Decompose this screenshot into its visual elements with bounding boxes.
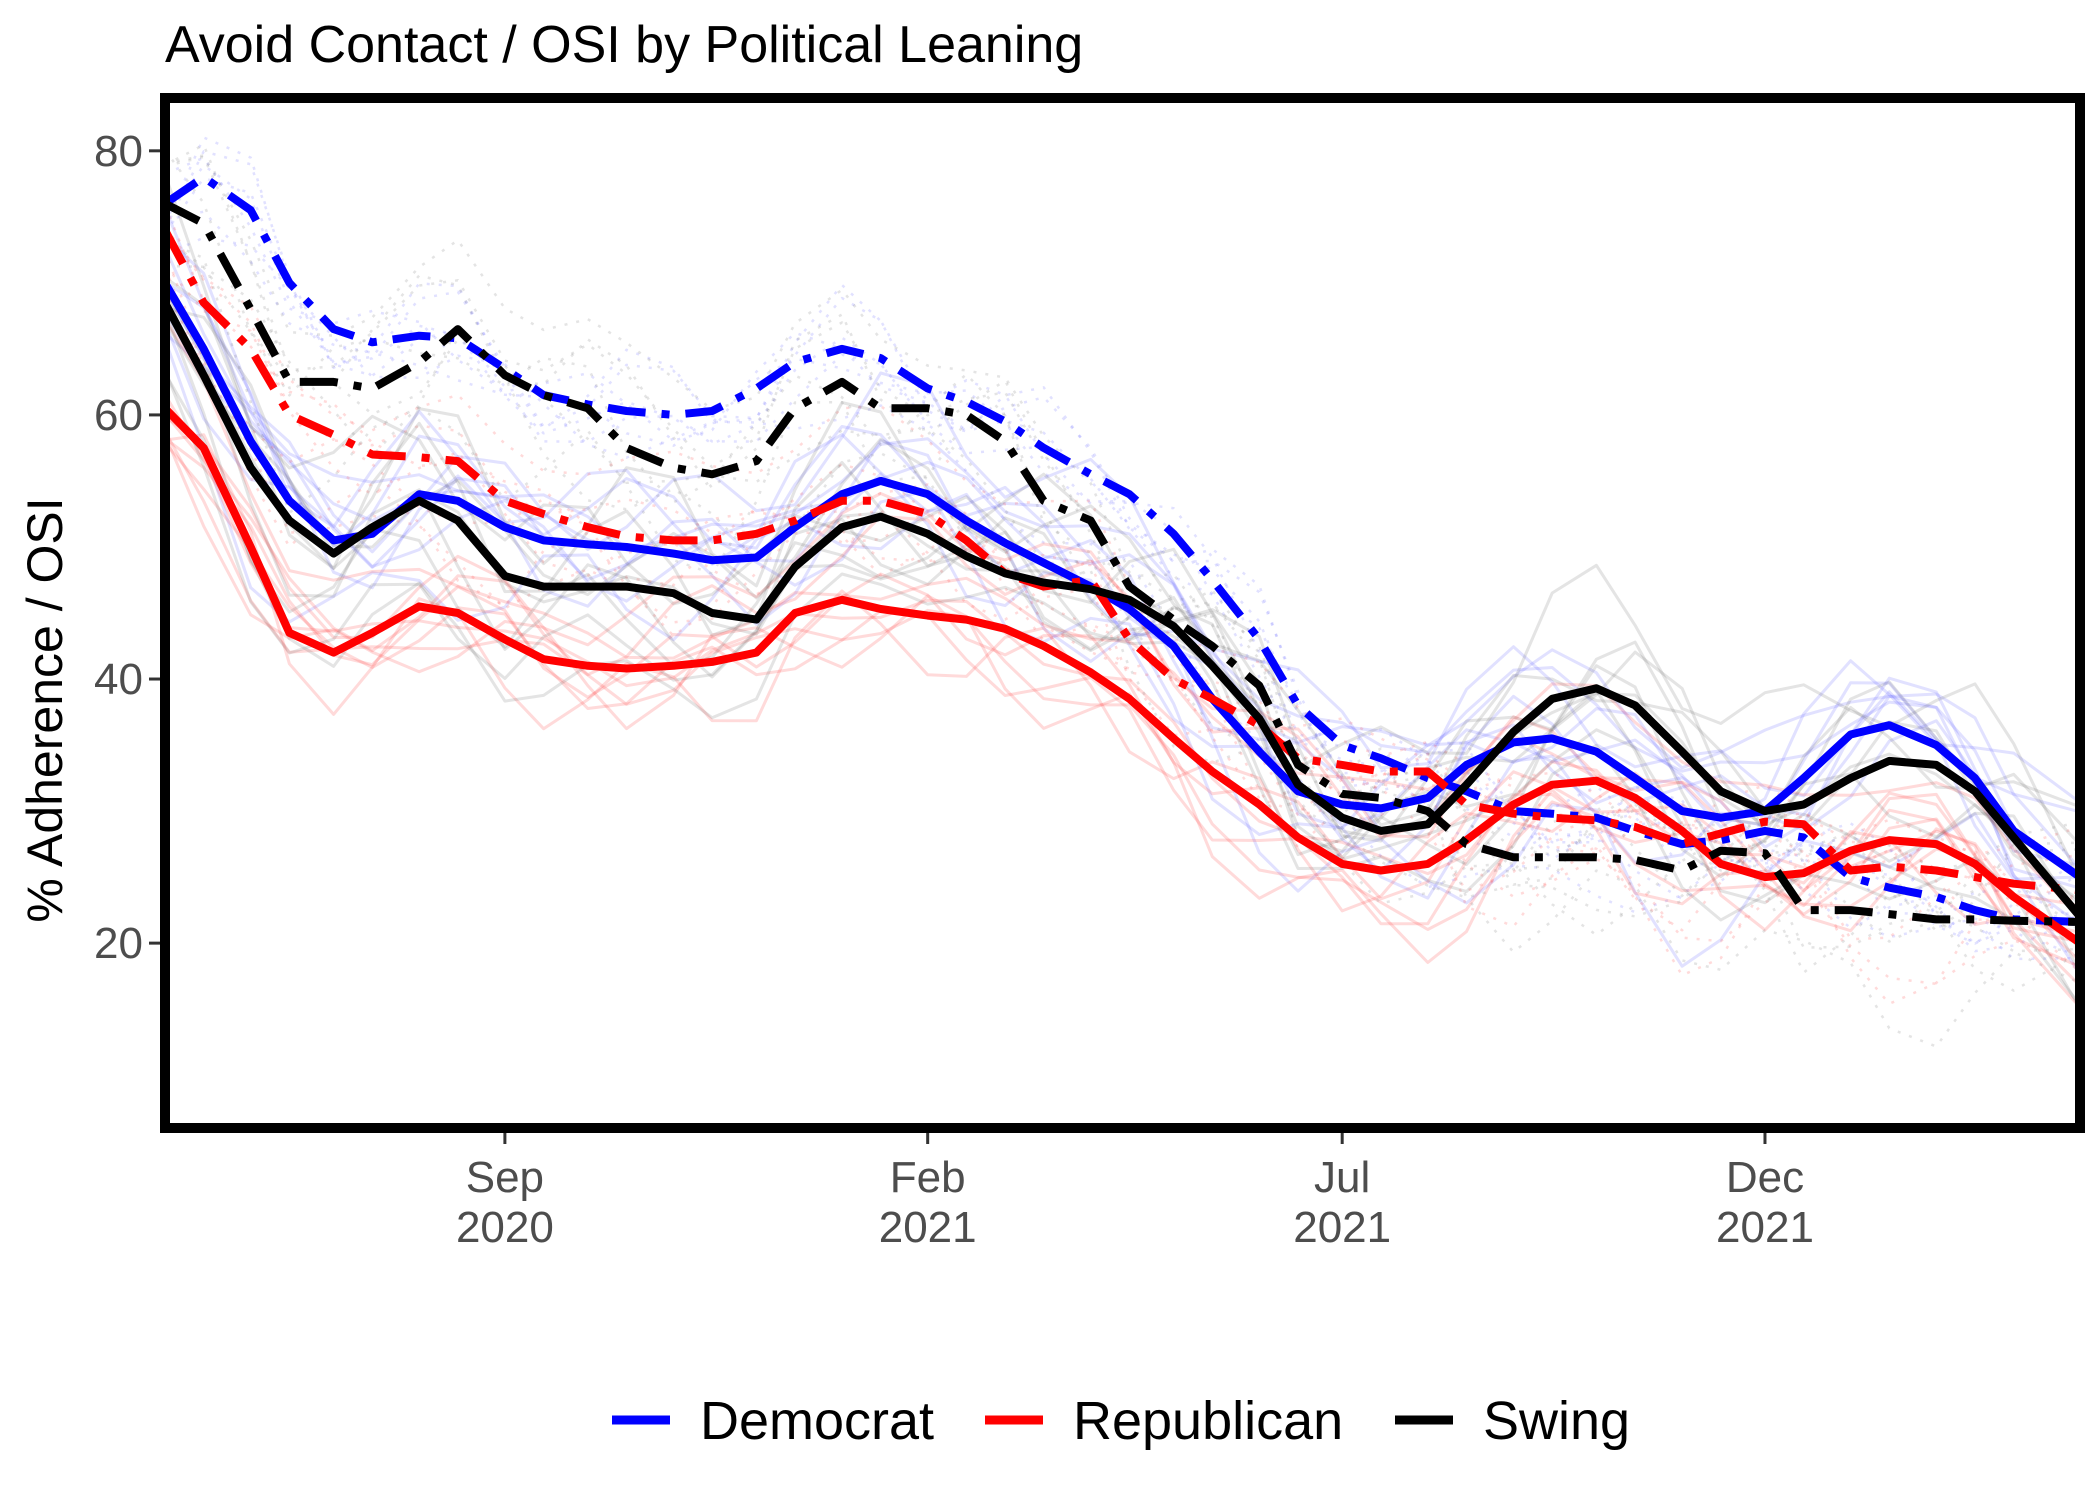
background-state-line: [165, 155, 2080, 912]
x-tick-label: Dec 2021: [1716, 1153, 1814, 1252]
background-state-line: [165, 437, 2080, 944]
background-state-line: [165, 149, 2080, 943]
y-axis-label: % Adherence / OSI: [17, 497, 73, 922]
legend-label-democrat: Democrat: [700, 1391, 934, 1451]
background-state-line: [165, 239, 2080, 1048]
plot-frame: [160, 93, 2085, 1133]
background-state-line: [165, 306, 2080, 843]
legend: Democrat Republican Swing: [612, 1391, 1630, 1451]
series-line-swing-osi: [165, 200, 2080, 926]
legend-label-republican: Republican: [1073, 1391, 1343, 1451]
series-lines: [165, 173, 2080, 947]
background-state-line: [165, 164, 2080, 945]
background-state-line: [165, 433, 2080, 934]
background-state-line: [165, 143, 2080, 932]
background-state-line: [165, 206, 2080, 870]
background-state-line: [165, 248, 2080, 949]
background-state-line: [165, 415, 2080, 908]
background-state-line: [165, 309, 2080, 890]
background-state-line: [165, 176, 2080, 953]
x-tick-label: Sep 2020: [456, 1153, 554, 1252]
background-state-line: [165, 230, 2080, 881]
background-state-line: [165, 369, 2080, 1010]
background-state-line: [165, 280, 2080, 827]
y-tick-label: 20: [94, 919, 143, 968]
legend-label-swing: Swing: [1483, 1391, 1630, 1451]
background-state-line: [165, 154, 2080, 871]
background-state-line: [165, 236, 2080, 961]
background-state-line: [165, 320, 2080, 902]
series-line-republican-avoid-contact: [165, 405, 2080, 947]
background-state-line: [165, 237, 2080, 953]
background-state-line: [165, 338, 2080, 976]
background-state-line: [165, 288, 2080, 986]
background-state-line: [165, 430, 2080, 987]
y-tick-label: 60: [94, 391, 143, 440]
y-axis: 20 40 60 80: [94, 127, 160, 968]
background-state-line: [165, 226, 2080, 856]
background-state-lines: [165, 136, 2080, 1048]
background-state-line: [165, 288, 2080, 867]
x-axis: Sep 2020 Feb 2021 Jul 2021 Dec 2021: [456, 1133, 1814, 1252]
series-line-republican-osi: [165, 228, 2080, 895]
background-state-line: [165, 156, 2080, 923]
background-state-line: [165, 318, 2080, 919]
x-tick-label: Feb 2021: [879, 1153, 977, 1252]
series-line-swing-avoid-contact: [165, 300, 2080, 920]
background-state-line: [165, 204, 2080, 903]
background-state-line: [165, 276, 2080, 860]
background-state-line: [165, 210, 2080, 958]
y-tick-label: 80: [94, 127, 143, 176]
background-state-line: [165, 173, 2080, 882]
y-tick-label: 40: [94, 655, 143, 704]
background-state-line: [165, 246, 2080, 881]
background-state-line: [165, 441, 2080, 969]
x-tick-label: Jul 2021: [1293, 1153, 1391, 1252]
background-state-line: [165, 372, 2080, 1006]
chart-title: Avoid Contact / OSI by Political Leaning: [165, 16, 1083, 74]
